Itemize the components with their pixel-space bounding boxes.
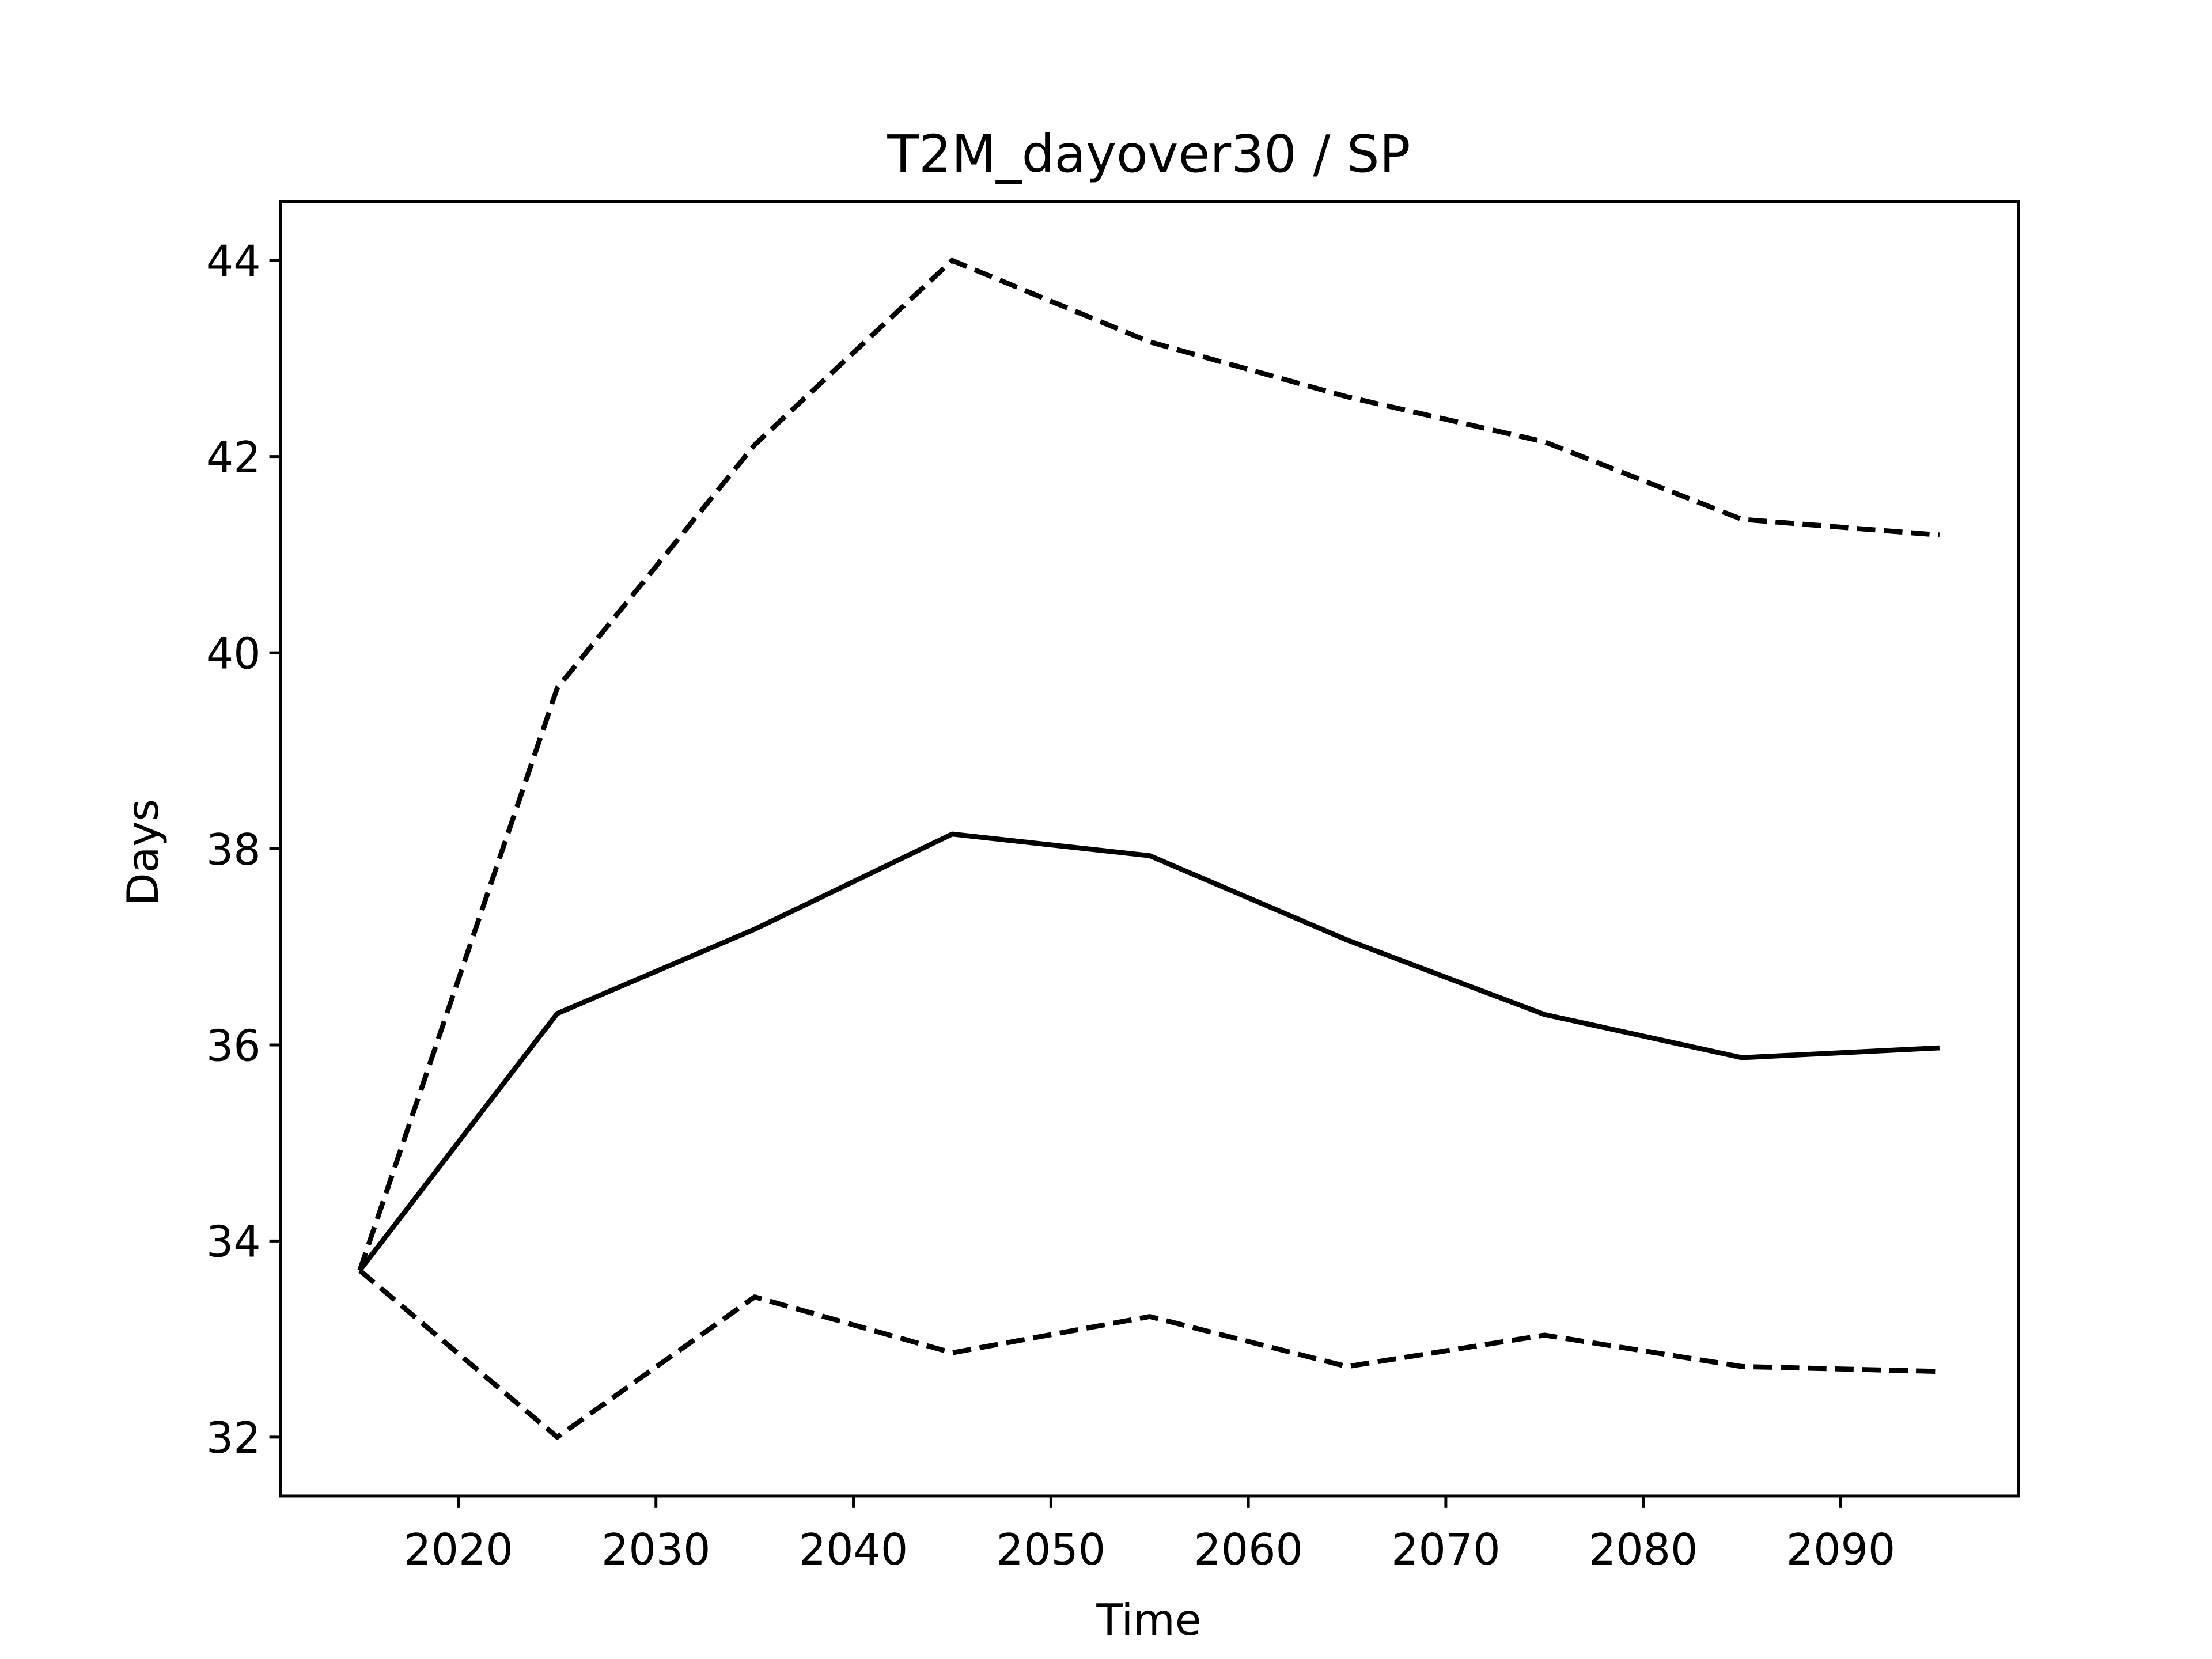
x-tick-label: 2020 bbox=[404, 1525, 513, 1575]
x-tick-label: 2060 bbox=[1194, 1525, 1303, 1575]
line-series bbox=[358, 831, 1940, 1272]
plot-frame bbox=[279, 200, 2020, 1498]
x-tick-label: 2040 bbox=[799, 1525, 908, 1575]
y-tick-label: 34 bbox=[206, 1217, 261, 1267]
y-tick-label: 42 bbox=[206, 433, 261, 483]
y-tick-label: 32 bbox=[206, 1413, 261, 1463]
y-tick-label: 38 bbox=[206, 825, 261, 875]
x-tick-label: 2090 bbox=[1786, 1525, 1896, 1575]
x-tick-label: 2070 bbox=[1391, 1525, 1501, 1575]
x-tick-label: 2030 bbox=[601, 1525, 711, 1575]
y-tick-label: 36 bbox=[206, 1021, 261, 1071]
line-series bbox=[358, 1268, 1940, 1440]
y-tick-label: 44 bbox=[206, 237, 261, 287]
x-tick-label: 2050 bbox=[997, 1525, 1106, 1575]
y-tick-label: 40 bbox=[206, 628, 261, 679]
line-series bbox=[357, 257, 1940, 1271]
x-tick-label: 2080 bbox=[1589, 1525, 1698, 1575]
chart-title: T2M_dayover30 / SP bbox=[887, 124, 1410, 184]
y-axis-label: Days bbox=[118, 799, 168, 906]
x-axis-label: Time bbox=[1096, 1595, 1201, 1645]
